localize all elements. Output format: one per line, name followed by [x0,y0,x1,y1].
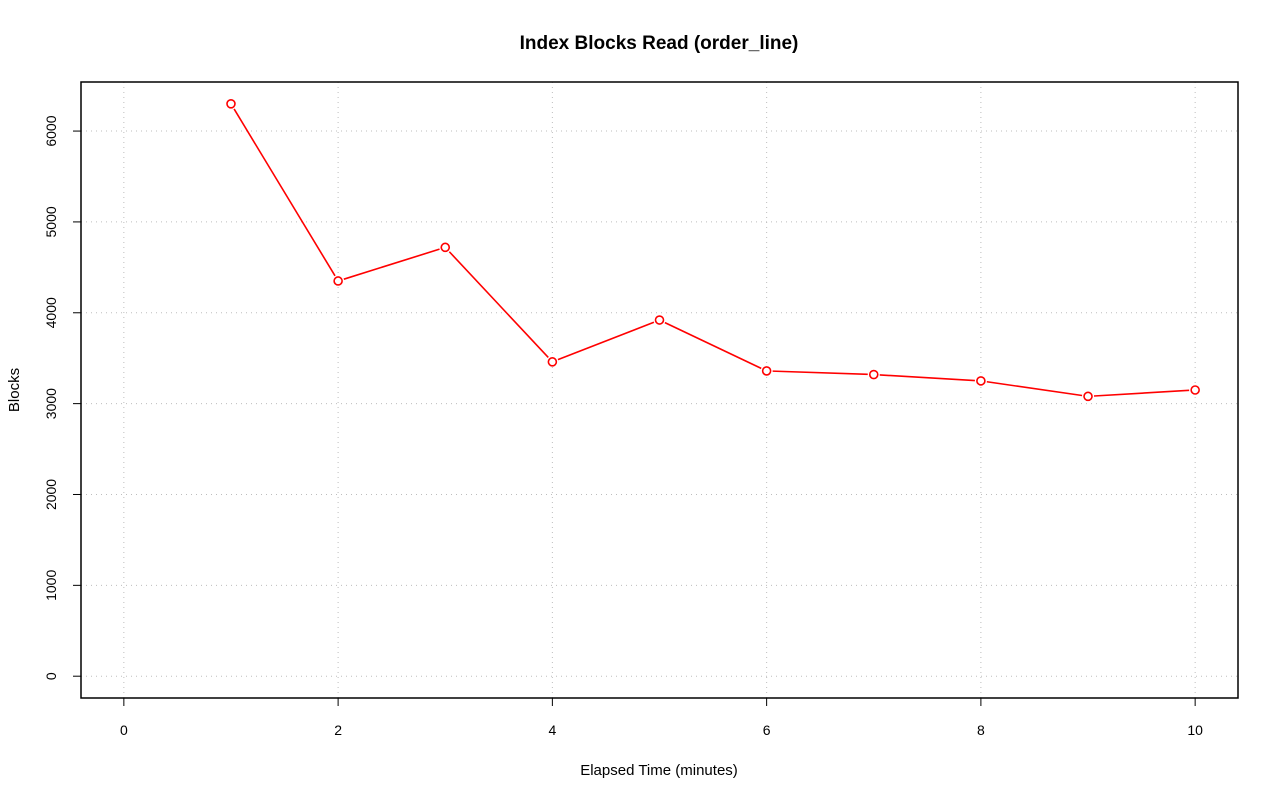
data-point [868,369,879,380]
y-tick-label: 3000 [43,388,59,419]
y-tick-label: 0 [43,672,59,680]
data-point [547,357,558,367]
x-axis: 0 2 4 6 8 10 [120,698,1203,738]
plot-frame [80,81,1239,699]
y-tick-label: 1000 [43,570,59,601]
data-point [1083,391,1093,402]
grid-lines [81,82,1238,698]
series-layer [226,99,1200,402]
data-point [226,99,236,109]
x-tick-label: 4 [548,722,556,738]
y-tick-label: 4000 [43,297,59,328]
series-line-segment [233,108,336,277]
y-axis: 0 1000 2000 3000 4000 5000 6000 [43,115,81,680]
series-line-segment [557,321,655,361]
x-tick-label: 8 [977,722,985,738]
data-point [654,315,665,325]
y-tick-label: 6000 [43,115,59,146]
x-axis-label: Elapsed Time (minutes) [580,762,738,779]
x-tick-label: 6 [763,722,771,738]
chart-title: Index Blocks Read (order_line) [520,33,799,54]
y-tick-label: 5000 [43,206,59,237]
series-line-segment [879,374,975,382]
x-tick-label: 10 [1187,722,1203,738]
x-tick-label: 2 [334,722,342,738]
series-line-segment [343,248,440,280]
data-point [440,242,451,253]
series-line-segment [772,370,868,376]
data-point [976,376,986,386]
series-line-segment [448,251,549,359]
y-tick-label: 2000 [43,479,59,510]
data-point [761,366,772,376]
series-line-segment [1093,389,1190,397]
series-line-segment [664,321,762,370]
x-tick-label: 0 [120,722,128,738]
series-line-segment [986,380,1083,397]
data-point [1190,385,1200,395]
y-axis-label: Blocks [6,368,23,412]
data-point [333,276,343,286]
